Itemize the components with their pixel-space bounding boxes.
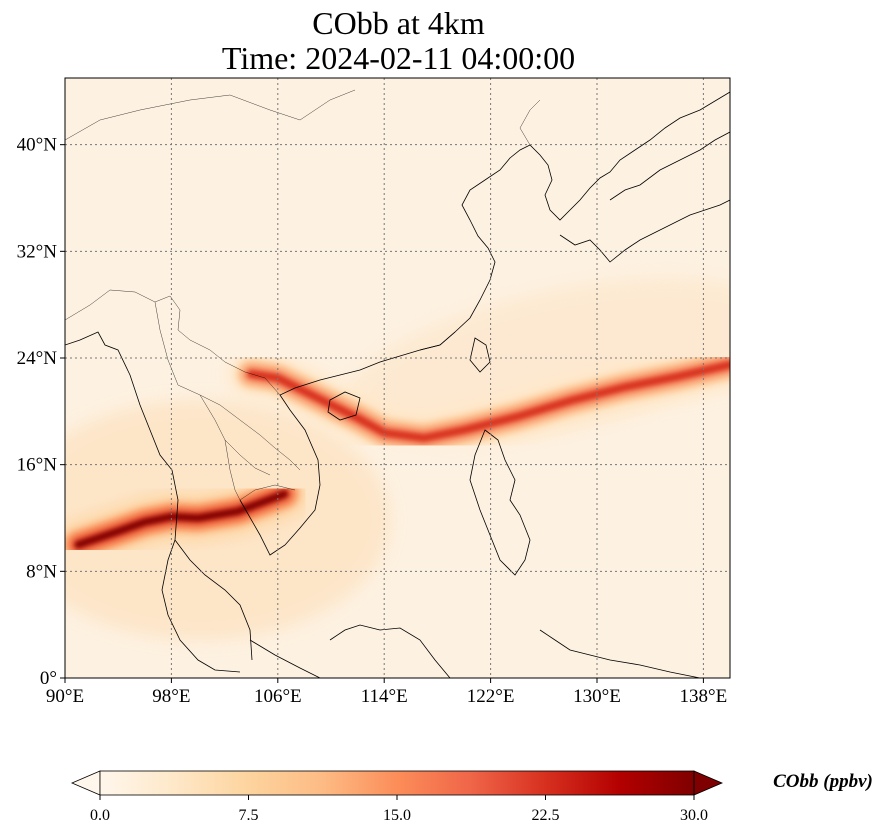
gridlines <box>65 78 730 678</box>
hainan-outline <box>327 391 361 421</box>
country-borders <box>65 89 541 501</box>
lon-tick-label: 90°E <box>46 686 84 707</box>
philippines-outline <box>469 429 531 576</box>
plot-title-line1: CObb at 4km <box>312 5 485 41</box>
vietnam-coast-plume <box>247 361 730 442</box>
lat-tick-label: 32°N <box>17 241 58 262</box>
colorbar-gradient <box>100 771 694 795</box>
lon-tick-label: 130°E <box>573 686 621 707</box>
colorbar-extend-max <box>693 770 724 796</box>
colorbar-tick-label: 15.0 <box>383 807 411 824</box>
lat-tick-label: 24°N <box>17 348 58 369</box>
lat-tick-label: 0° <box>40 668 57 689</box>
colorbar: 0.0 7.5 15.0 22.5 30.0 CObb (ppbv) <box>70 770 873 824</box>
longitude-ticks: 90°E 98°E 106°E 114°E 122°E 130°E 138°E <box>46 678 727 707</box>
concentration-field <box>65 277 730 640</box>
lon-tick-label: 114°E <box>361 686 408 707</box>
colorbar-tick-label: 0.0 <box>90 807 110 824</box>
colorbar-tick-label: 30.0 <box>680 807 708 824</box>
lon-tick-label: 122°E <box>467 686 515 707</box>
taiwan-outline <box>469 337 491 373</box>
latitude-ticks: 0° 8°N 16°N 24°N 32°N 40°N <box>17 135 65 689</box>
colorbar-tick-label: 7.5 <box>239 807 259 824</box>
colorbar-label: CObb (ppbv) <box>773 771 873 792</box>
lat-tick-label: 8°N <box>26 561 57 582</box>
lon-tick-label: 98°E <box>152 686 190 707</box>
lat-tick-label: 16°N <box>17 455 58 476</box>
myanmar-thailand-plume <box>74 490 288 549</box>
lat-tick-label: 40°N <box>17 135 58 156</box>
coastlines <box>65 91 730 678</box>
plot-title-line2: Time: 2024-02-11 04:00:00 <box>221 40 576 76</box>
colorbar-tick-label: 22.5 <box>532 807 560 824</box>
map-frame <box>64 77 731 679</box>
colorbar-extend-min <box>70 770 101 796</box>
lon-tick-label: 106°E <box>254 686 302 707</box>
lon-tick-label: 138°E <box>680 686 728 707</box>
